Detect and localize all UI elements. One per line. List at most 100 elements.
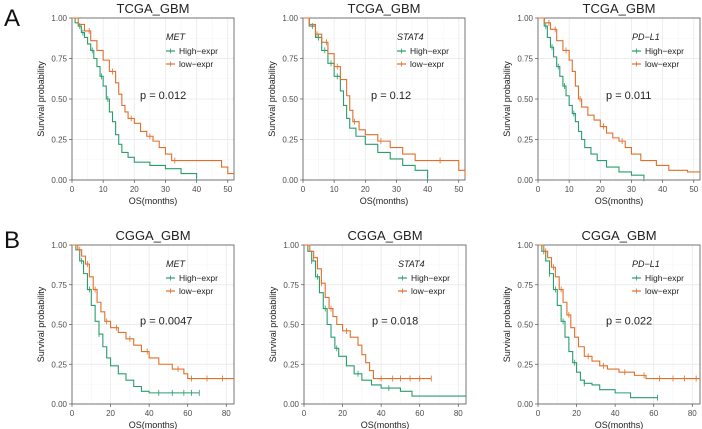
y-tick-label: 0.75 (517, 281, 533, 290)
x-tick-label: 60 (415, 409, 424, 418)
chart-title: CGGA_GBM (115, 228, 190, 243)
km-panel-5: 0 20 40 60 80 0.00 0.25 0.50 0.75 1.00 CGGA_GBM OS(… (268, 228, 467, 429)
x-tick-label: 10 (330, 185, 339, 194)
km-panel-3: 0 10 20 30 40 50 0.00 0.25 0.50 0.75 1.00 TCGA_GBM O… (502, 1, 701, 206)
x-tick-label: 30 (627, 185, 636, 194)
km-curve-high-expr (538, 17, 645, 179)
x-tick-label: 40 (377, 409, 386, 418)
p-value: p = 0.011 (606, 90, 651, 102)
x-tick-label: 80 (688, 409, 697, 418)
y-tick-label: 0.50 (282, 95, 298, 104)
x-tick-label: 80 (454, 409, 463, 418)
legend-label-low: low−expr (645, 59, 679, 69)
x-tick-label: 50 (454, 185, 463, 194)
y-axis-label: Survival probability (502, 286, 512, 362)
p-value: p = 0.12 (371, 90, 411, 102)
y-tick-label: 1.00 (282, 14, 298, 23)
x-tick-label: 30 (161, 185, 170, 194)
y-tick-label: 0.00 (283, 400, 299, 409)
km-curve-low-expr (72, 244, 234, 380)
x-tick-label: 0 (301, 185, 306, 194)
x-tick-label: 20 (361, 185, 370, 194)
x-tick-label: 40 (423, 185, 432, 194)
x-tick-label: 20 (106, 409, 115, 418)
x-tick-label: 0 (536, 185, 541, 194)
y-tick-label: 0.75 (282, 55, 298, 64)
y-tick-label: 0.25 (51, 136, 67, 145)
y-axis-label: Survival probability (267, 61, 277, 137)
chart-title: CGGA_GBM (581, 228, 656, 243)
x-tick-label: 50 (223, 185, 232, 194)
legend-label-high: High−expr (645, 46, 684, 56)
km-curve-high-expr (72, 17, 198, 179)
y-tick-label: 0.00 (517, 400, 533, 409)
y-tick-label: 0.00 (282, 176, 298, 185)
y-tick-label: 0.25 (51, 360, 67, 369)
x-tick-label: 10 (99, 185, 108, 194)
y-tick-label: 0.25 (283, 360, 299, 369)
y-tick-label: 0.50 (517, 321, 533, 330)
x-axis-label: OS(months) (361, 420, 410, 429)
chart-title: CGGA_GBM (347, 228, 422, 243)
x-tick-label: 20 (572, 409, 581, 418)
gene-label: PD−L1 (632, 32, 660, 42)
y-axis-label: Survival probability (502, 61, 512, 137)
x-tick-label: 30 (392, 185, 401, 194)
y-tick-label: 0.50 (517, 95, 533, 104)
km-curve-low-expr (538, 17, 700, 173)
x-tick-label: 60 (183, 409, 192, 418)
x-tick-label: 0 (536, 409, 541, 418)
legend-label-high: High−expr (179, 273, 218, 283)
x-axis-label: OS(months) (360, 196, 409, 206)
x-axis-label: OS(months) (129, 420, 178, 429)
km-curve-high-expr (72, 244, 200, 394)
y-tick-label: 0.75 (51, 281, 67, 290)
legend-label-low: low−expr (179, 286, 213, 296)
chart-title: TCGA_GBM (348, 1, 421, 16)
x-tick-label: 40 (192, 185, 201, 194)
km-curve-high-expr (538, 244, 658, 399)
y-tick-label: 1.00 (283, 241, 299, 250)
gene-label: MET (166, 259, 187, 269)
p-value: p = 0.022 (606, 316, 652, 328)
y-tick-label: 1.00 (51, 14, 67, 23)
legend-label-high: High−expr (410, 46, 449, 56)
km-panel-6: 0 20 40 60 80 0.00 0.25 0.50 0.75 1.00 CGGA_GBM OS(… (502, 228, 701, 429)
p-value: p = 0.018 (372, 316, 418, 328)
x-tick-label: 0 (70, 409, 75, 418)
panel-label-A: A (4, 5, 20, 32)
km-curve-low-expr (304, 244, 432, 380)
legend-label-high: High−expr (179, 46, 218, 56)
y-axis-label: Survival probability (36, 286, 46, 362)
panel-label-B: B (4, 227, 20, 254)
km-panel-4: 0 20 40 60 80 0.00 0.25 0.50 0.75 1.00 CGGA_GBM OS(… (36, 228, 235, 429)
x-tick-label: 40 (145, 409, 154, 418)
gene-label: MET (166, 32, 187, 42)
legend-label-low: low−expr (179, 59, 213, 69)
y-tick-label: 0.00 (51, 176, 67, 185)
x-tick-label: 20 (596, 185, 605, 194)
y-axis-label: Survival probability (36, 61, 46, 137)
y-tick-label: 0.25 (517, 360, 533, 369)
y-tick-label: 1.00 (51, 241, 67, 250)
y-tick-label: 0.50 (51, 95, 67, 104)
x-tick-label: 0 (70, 185, 75, 194)
y-tick-label: 0.00 (51, 400, 67, 409)
legend-label-low: low−expr (410, 59, 444, 69)
km-curve-low-expr (303, 17, 466, 177)
legend-label-high: High−expr (645, 273, 684, 283)
y-tick-label: 0.75 (51, 55, 67, 64)
chart-title: TCGA_GBM (117, 1, 190, 16)
p-value: p = 0.0047 (140, 316, 192, 328)
x-axis-label: OS(months) (129, 196, 178, 206)
y-tick-label: 0.75 (517, 55, 533, 64)
legend-label-low: low−expr (645, 286, 679, 296)
km-curve-low-expr (538, 244, 700, 380)
y-axis-label: Survival probability (268, 286, 278, 362)
x-tick-label: 40 (611, 409, 620, 418)
gene-label: STAT4 (397, 32, 424, 42)
legend-label-low: low−expr (411, 286, 445, 296)
x-tick-label: 40 (658, 185, 667, 194)
legend-label-high: High−expr (411, 273, 450, 283)
